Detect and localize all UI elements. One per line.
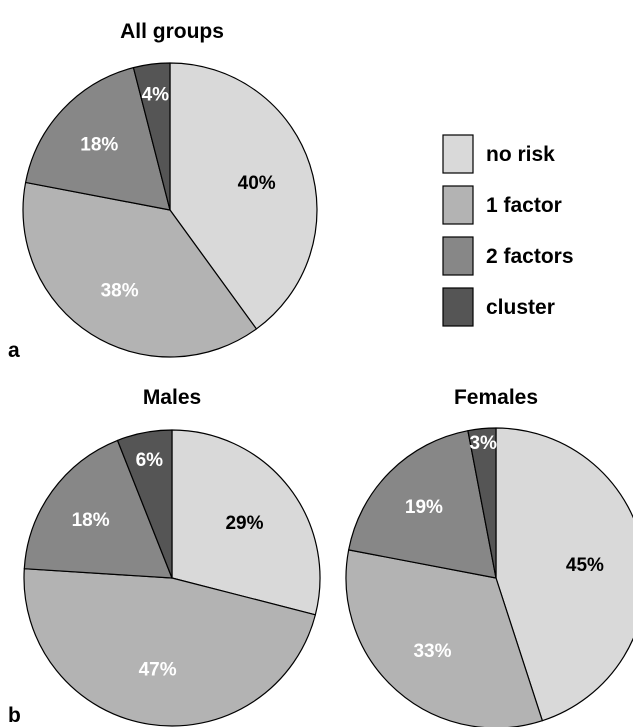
legend-label-2-factors: 2 factors bbox=[486, 245, 574, 268]
slice-cluster bbox=[132, 62, 171, 211]
data-label-2-factors: 18% bbox=[80, 135, 118, 156]
title-males: Males bbox=[143, 386, 201, 409]
legend: no risk 1 factor 2 factors cluster bbox=[442, 134, 574, 327]
legend-swatch-2-factors bbox=[442, 236, 474, 276]
data-label-1-factor: 38% bbox=[101, 280, 139, 301]
data-label-cluster: 6% bbox=[136, 450, 164, 471]
pie-males: 29% 47% 18% 6% bbox=[23, 429, 321, 727]
legend-swatch-1-factor bbox=[442, 185, 474, 225]
slice-2-factors bbox=[348, 430, 497, 579]
slice-1-factor bbox=[345, 549, 543, 727]
panel-label-a: a bbox=[8, 339, 20, 362]
pie-females: 45% 33% 19% 3% bbox=[345, 427, 633, 727]
data-label-cluster: 3% bbox=[469, 433, 497, 454]
legend-swatch-cluster bbox=[442, 287, 474, 327]
title-females: Females bbox=[454, 386, 538, 409]
slice-no-risk bbox=[171, 429, 321, 616]
data-label-cluster: 4% bbox=[142, 84, 170, 105]
legend-label-no-risk: no risk bbox=[486, 143, 555, 166]
panel-label-b: b bbox=[8, 704, 21, 727]
slice-1-factor bbox=[22, 181, 257, 358]
slice-no-risk bbox=[169, 62, 318, 330]
legend-label-cluster: cluster bbox=[486, 296, 555, 319]
slice-1-factor bbox=[23, 568, 316, 727]
data-label-2-factors: 18% bbox=[72, 510, 110, 531]
data-label-2-factors: 19% bbox=[405, 497, 443, 518]
data-label-no-risk: 29% bbox=[225, 513, 263, 534]
data-label-no-risk: 45% bbox=[566, 555, 604, 576]
slice-2-factors bbox=[25, 67, 171, 211]
pie-all-groups: 40% 38% 18% 4% bbox=[22, 62, 318, 358]
data-label-1-factor: 33% bbox=[413, 641, 451, 662]
legend-label-1-factor: 1 factor bbox=[486, 194, 562, 217]
data-label-1-factor: 47% bbox=[139, 660, 177, 681]
data-label-no-risk: 40% bbox=[238, 173, 276, 194]
slice-no-risk bbox=[495, 427, 633, 722]
title-all-groups: All groups bbox=[120, 20, 224, 43]
slice-2-factors bbox=[23, 439, 173, 579]
legend-swatch-no-risk bbox=[442, 134, 474, 174]
slice-cluster bbox=[467, 427, 497, 579]
slice-cluster bbox=[116, 429, 173, 579]
